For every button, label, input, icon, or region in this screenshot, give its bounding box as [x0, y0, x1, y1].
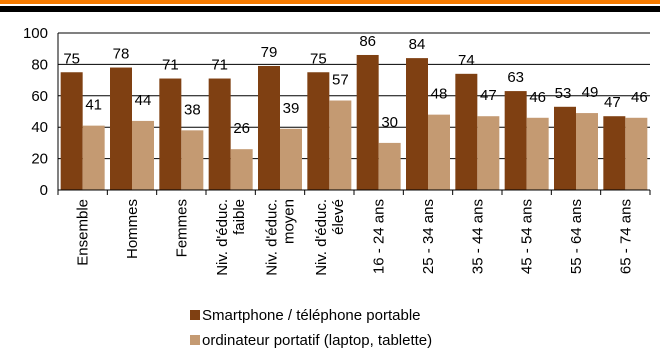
bar	[428, 114, 450, 190]
data-label: 38	[184, 101, 201, 118]
data-label: 79	[261, 44, 278, 61]
category-label-line: 16 - 24 ans	[371, 199, 388, 274]
bars	[60, 54, 648, 191]
category-label-line: 45 - 54 ans	[519, 199, 536, 274]
category-label-line: 55 - 64 ans	[568, 199, 585, 274]
category-label-line: 35 - 44 ans	[469, 199, 486, 274]
data-label: 49	[582, 84, 599, 101]
data-label: 75	[310, 50, 327, 67]
legend-label: Smartphone / téléphone portable	[202, 307, 421, 324]
bar	[230, 149, 253, 190]
category-label: Hommes	[124, 199, 141, 259]
category-label-line: élevé	[330, 199, 347, 235]
data-label: 46	[529, 89, 546, 106]
data-label: 74	[458, 52, 475, 69]
bar	[159, 78, 182, 190]
bar	[455, 73, 478, 190]
data-label: 47	[604, 94, 621, 111]
data-label: 26	[233, 120, 250, 137]
category-label: 35 - 44 ans	[469, 199, 486, 274]
category-label-line: Femmes	[173, 199, 190, 257]
data-labels: 75 78 71 71 79 75 86 84 74 63 53 47 41 44 38 26 39 57 30 48…	[63, 33, 647, 137]
bar	[307, 72, 330, 190]
category-label-line: 25 - 34 ans	[420, 199, 437, 274]
y-tick-label: 60	[31, 88, 48, 105]
bar	[378, 142, 401, 190]
data-label: 46	[631, 89, 648, 106]
bar	[82, 125, 105, 190]
category-labels: Ensemble Hommes Femmes Niv. d'éduc. faible Ni…	[75, 199, 635, 276]
data-label: 84	[409, 36, 426, 53]
data-label: 78	[113, 46, 130, 63]
bar	[477, 116, 500, 190]
y-tick-label: 20	[31, 151, 48, 168]
category-label: 65 - 74 ans	[617, 199, 634, 274]
bar	[60, 72, 83, 190]
data-label: 86	[359, 33, 376, 50]
data-label: 75	[63, 50, 80, 67]
category-label: 45 - 54 ans	[519, 199, 536, 274]
category-label-line: Ensemble	[75, 199, 92, 266]
axes	[57, 33, 651, 195]
y-tick-label: 40	[31, 119, 48, 136]
data-label: 44	[135, 92, 152, 109]
data-label: 48	[431, 86, 448, 103]
bar	[504, 91, 527, 190]
bar	[576, 113, 598, 190]
data-label: 63	[507, 69, 524, 86]
category-label: 55 - 64 ans	[568, 199, 585, 274]
category-label: 25 - 34 ans	[420, 199, 437, 274]
bar	[132, 120, 154, 190]
bar	[554, 106, 576, 190]
bar	[280, 128, 302, 190]
bar	[110, 67, 132, 190]
data-label: 30	[381, 114, 398, 131]
bar	[526, 117, 549, 190]
bar	[329, 100, 352, 190]
y-tick-label: 0	[40, 182, 48, 199]
bar	[406, 58, 428, 191]
bar	[603, 116, 626, 190]
gridlines	[58, 32, 650, 160]
category-label-line: Hommes	[124, 199, 141, 259]
category-label-line: moyen	[281, 199, 298, 244]
legend-label: ordinateur portatif (laptop, tablette)	[202, 332, 432, 349]
category-label: Niv. d'éduc. moyen	[264, 199, 298, 276]
category-label-line: faible	[231, 199, 248, 235]
legend: Smartphone / téléphone portable ordinateu…	[190, 307, 432, 349]
data-label: 39	[283, 100, 300, 117]
category-label: Niv. d'éduc. élevé	[313, 199, 347, 276]
bar	[258, 65, 280, 190]
data-label: 47	[480, 87, 497, 104]
y-tick-label: 80	[31, 56, 48, 73]
category-label-line: Niv. d'éduc.	[264, 199, 281, 276]
y-tick-labels: 0 20 40 60 80 100	[23, 25, 48, 199]
category-label: Femmes	[173, 199, 190, 257]
top-divider-bar	[0, 6, 660, 12]
legend-swatch	[190, 335, 200, 345]
bar	[181, 130, 204, 190]
category-label-line: Niv. d'éduc.	[214, 199, 231, 276]
category-label-line: Niv. d'éduc.	[313, 199, 330, 276]
category-label-line: 65 - 74 ans	[617, 199, 634, 274]
data-label: 57	[332, 72, 349, 89]
category-label: 16 - 24 ans	[371, 199, 388, 274]
legend-swatch	[190, 310, 200, 320]
top-accent-strip	[0, 0, 660, 4]
bar	[356, 54, 379, 191]
category-label: Ensemble	[75, 199, 92, 266]
bar	[208, 78, 231, 190]
data-label: 53	[555, 85, 572, 102]
data-label: 71	[162, 57, 179, 74]
category-label: Niv. d'éduc. faible	[214, 199, 248, 276]
y-tick-label: 100	[23, 25, 48, 42]
data-label: 71	[211, 57, 228, 74]
data-label: 41	[85, 97, 102, 114]
bar	[625, 117, 648, 190]
